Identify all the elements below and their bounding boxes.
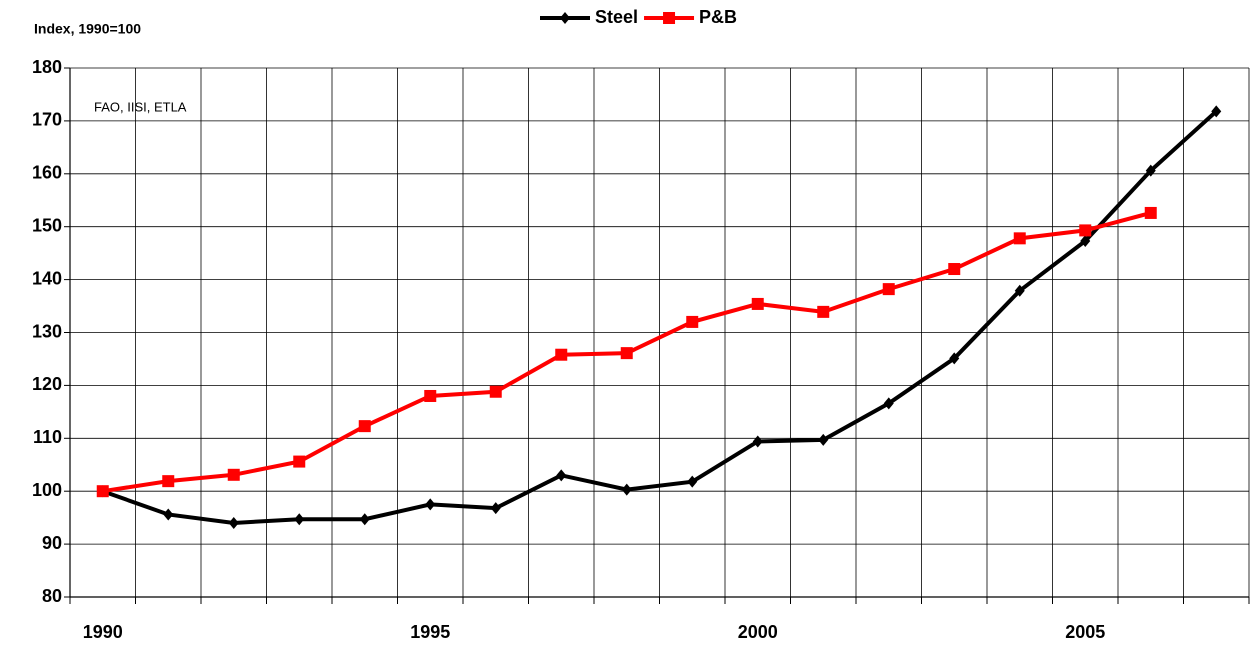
y-tick-label: 160 <box>32 163 62 183</box>
y-tick-label: 130 <box>32 321 62 341</box>
point <box>1144 206 1157 219</box>
point <box>1014 284 1025 297</box>
y-tick-label: 120 <box>32 374 62 394</box>
point <box>752 435 763 448</box>
point <box>1079 224 1092 237</box>
annotation: FAO, IISI, ETLA <box>94 99 187 114</box>
x-tick-label: 1995 <box>410 622 450 642</box>
point <box>490 502 501 515</box>
point <box>620 347 633 360</box>
point <box>686 315 699 328</box>
point <box>294 513 305 526</box>
point <box>882 283 895 296</box>
point <box>817 305 830 318</box>
point <box>1211 105 1222 118</box>
point <box>555 348 568 361</box>
legend-label: Steel <box>595 7 638 27</box>
point <box>818 433 829 446</box>
y-tick-label: 180 <box>32 57 62 77</box>
y-tick-label: 100 <box>32 480 62 500</box>
point <box>949 352 960 365</box>
point <box>751 297 764 310</box>
point <box>425 498 436 511</box>
y-tick-label: 110 <box>33 427 62 447</box>
y-axis-label: Index, 1990=100 <box>34 21 141 37</box>
point <box>621 483 632 496</box>
point <box>359 513 370 526</box>
legend-marker <box>663 12 676 24</box>
x-tick-label: 1990 <box>83 622 123 642</box>
point <box>556 469 567 482</box>
point <box>883 397 894 410</box>
point <box>687 475 698 488</box>
y-tick-label: 90 <box>42 533 62 553</box>
point <box>96 485 109 498</box>
point <box>228 516 239 529</box>
point <box>163 508 174 521</box>
y-tick-label: 80 <box>42 586 62 606</box>
point <box>948 263 961 276</box>
point <box>1145 164 1156 177</box>
x-tick-label: 2000 <box>738 622 778 642</box>
y-tick-label: 170 <box>32 110 62 130</box>
point <box>1080 234 1091 247</box>
point <box>162 475 175 488</box>
legend-marker <box>560 12 570 24</box>
point <box>424 389 437 402</box>
point <box>489 385 502 398</box>
y-tick-label: 150 <box>32 215 62 235</box>
point <box>293 455 306 468</box>
point <box>1013 232 1026 245</box>
point <box>227 468 240 481</box>
series-line <box>102 109 1218 525</box>
point <box>358 420 371 433</box>
y-tick-label: 140 <box>32 268 62 288</box>
legend-label: P&B <box>699 7 737 27</box>
x-tick-label: 2005 <box>1065 622 1105 642</box>
